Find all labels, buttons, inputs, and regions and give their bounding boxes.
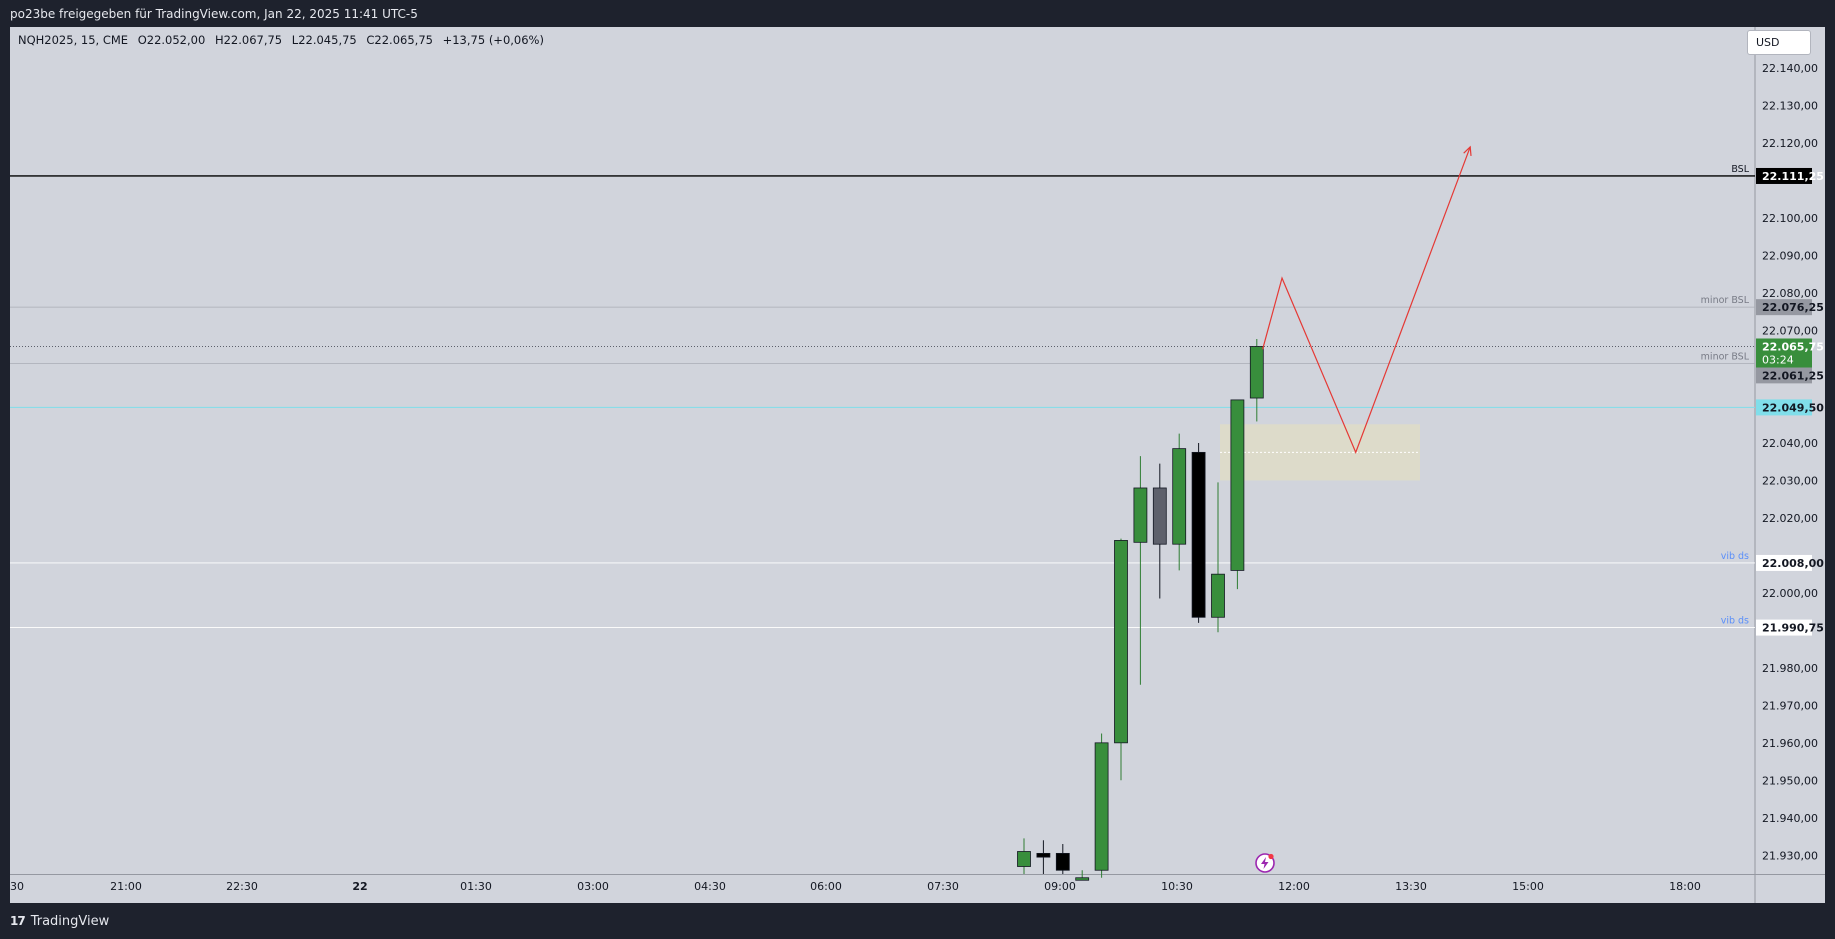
y-tick-label: 21.940,00 (1762, 812, 1818, 825)
candle[interactable] (1211, 482, 1225, 633)
symbol-legend: NQH2025, 15, CME O22.052,00 H22.067,75 L… (18, 33, 550, 47)
legend-low: L22.045,75 (291, 33, 357, 47)
x-tick-label: 22 (352, 880, 367, 893)
price-badge-4: 22.008,00 (1762, 557, 1824, 570)
share-title: po23be freigegeben für TradingView.com, … (0, 0, 1835, 27)
hline-label-0: BSL (1731, 164, 1749, 175)
price-badge-5-bg[interactable] (1756, 619, 1812, 636)
candle-body (1055, 852, 1070, 871)
y-tick-label: 22.020,00 (1762, 512, 1818, 525)
x-tick-label: 03:00 (577, 880, 609, 893)
x-tick-label: 04:30 (694, 880, 726, 893)
candle[interactable] (1152, 463, 1167, 599)
y-tick-label: 21.930,00 (1762, 849, 1818, 862)
hline-label-1: minor BSL (1701, 295, 1750, 306)
x-tick-label: 06:00 (810, 880, 842, 893)
x-tick-label: 07:30 (927, 880, 959, 893)
hline-label-2: minor BSL (1701, 351, 1750, 362)
candle-body (1075, 877, 1090, 881)
y-tick-label: 22.080,00 (1762, 287, 1818, 300)
last-price-badge-bg[interactable] (1756, 338, 1812, 368)
candle-body (1017, 851, 1031, 867)
y-tick-label: 22.030,00 (1762, 474, 1818, 487)
y-tick-label: 22.070,00 (1762, 325, 1818, 338)
x-tick-label: 01:30 (460, 880, 492, 893)
price-badge-1: 22.076,25 (1762, 301, 1824, 314)
chart-canvas[interactable]: BSL minor BSL minor BSL vib ds vib ds 22.140,… (10, 27, 1825, 903)
y-tick-label: 22.090,00 (1762, 250, 1818, 263)
price-badge-1-bg[interactable] (1756, 299, 1812, 316)
candle-body (1094, 742, 1109, 871)
candle[interactable] (1114, 538, 1128, 781)
candle-body (1152, 487, 1167, 545)
candle-body (1172, 448, 1187, 545)
x-tick-label: 18:00 (1669, 880, 1701, 893)
x-tick-label: 21:00 (110, 880, 142, 893)
y-tick-label: 21.960,00 (1762, 737, 1818, 750)
candle[interactable] (1172, 433, 1187, 571)
y-tick-label: 21.970,00 (1762, 699, 1818, 712)
candle-body (1191, 451, 1206, 618)
candle[interactable] (1249, 339, 1264, 422)
y-tick-label: 22.000,00 (1762, 587, 1818, 600)
legend-change: +13,75 (+0,06%) (442, 33, 544, 47)
footer-bar: 17 TradingView (0, 903, 1835, 939)
y-tick-label: 21.980,00 (1762, 662, 1818, 675)
tradingview-logo-icon[interactable]: 17 (10, 914, 26, 928)
x-tick-label: 09:00 (1044, 880, 1076, 893)
price-badge-0-bg[interactable] (1756, 167, 1812, 184)
legend-close: C22.065,75 (366, 33, 433, 47)
candle[interactable] (1036, 840, 1051, 874)
footer-brand[interactable]: TradingView (30, 913, 110, 929)
y-tick-label: 21.950,00 (1762, 774, 1818, 787)
price-badge-3: 22.049,50 (1762, 401, 1824, 414)
price-badge-4-bg[interactable] (1756, 554, 1812, 571)
candle[interactable] (1017, 838, 1031, 874)
legend-symbol[interactable]: NQH2025, 15, CME (18, 33, 129, 47)
candle[interactable] (1133, 456, 1148, 685)
x-tick-label: 30 (10, 880, 24, 893)
candle[interactable] (1094, 733, 1109, 878)
y-tick-label: 22.140,00 (1762, 62, 1818, 75)
chart-pane[interactable]: BSL minor BSL minor BSL vib ds vib ds 22.140,… (10, 27, 1825, 903)
legend-open: O22.052,00 (137, 33, 206, 47)
y-tick-label: 22.120,00 (1762, 137, 1818, 150)
last-price-badge: 22.065,75 (1762, 340, 1824, 353)
price-badge-3-bg[interactable] (1756, 399, 1812, 416)
price-badge-0: 22.111,25 (1762, 170, 1824, 183)
projection-arrowhead (1463, 145, 1472, 156)
candle-body (1211, 573, 1225, 618)
candle[interactable] (1230, 399, 1245, 590)
candle[interactable] (1055, 844, 1070, 874)
price-badge-2: 22.061,25 (1762, 369, 1824, 382)
candle-body (1133, 487, 1148, 543)
currency-button[interactable]: USD (1747, 30, 1811, 55)
hline-label-5: vib ds (1721, 616, 1749, 627)
candle-body (1114, 540, 1128, 744)
price-axis[interactable] (1755, 27, 1825, 903)
x-tick-label: 15:00 (1512, 880, 1544, 893)
candle[interactable] (1191, 443, 1206, 623)
price-badge-5: 21.990,75 (1762, 622, 1824, 635)
candle-body (1036, 852, 1051, 858)
x-tick-label: 12:00 (1278, 880, 1310, 893)
candle-body (1249, 346, 1264, 399)
bar-countdown: 03:24 (1762, 353, 1794, 366)
candle[interactable] (1075, 870, 1090, 881)
alert-bolt-icon[interactable] (1254, 852, 1276, 874)
y-tick-label: 22.130,00 (1762, 100, 1818, 113)
x-tick-label: 13:30 (1395, 880, 1427, 893)
legend-high: H22.067,75 (214, 33, 283, 47)
price-badge-2-bg[interactable] (1756, 367, 1812, 384)
x-tick-label: 10:30 (1161, 880, 1193, 893)
y-tick-label: 22.100,00 (1762, 212, 1818, 225)
hline-label-4: vib ds (1721, 551, 1749, 562)
projection-path[interactable] (1262, 146, 1471, 454)
candle-body (1230, 399, 1245, 571)
x-tick-label: 22:30 (226, 880, 258, 893)
y-tick-label: 22.040,00 (1762, 437, 1818, 450)
